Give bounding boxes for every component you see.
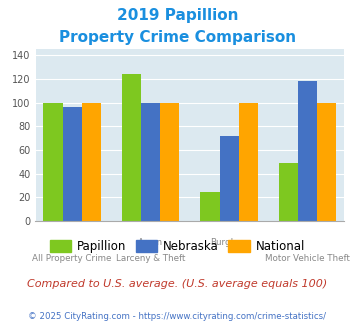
Text: Motor Vehicle Theft: Motor Vehicle Theft [265,254,350,263]
Bar [43,103,62,221]
Bar [141,103,160,221]
Text: All Property Crime: All Property Crime [32,254,112,263]
Bar [279,163,298,221]
Bar [220,136,239,221]
Bar [200,191,220,221]
Text: Larceny & Theft: Larceny & Theft [116,254,185,263]
Text: Burglary: Burglary [211,238,248,247]
Bar [160,103,180,221]
Legend: Papillion, Nebraska, National: Papillion, Nebraska, National [45,235,310,258]
Bar [82,103,101,221]
Text: © 2025 CityRating.com - https://www.cityrating.com/crime-statistics/: © 2025 CityRating.com - https://www.city… [28,312,327,321]
Text: Arson: Arson [138,238,163,247]
Bar [298,82,317,221]
Text: Property Crime Comparison: Property Crime Comparison [59,30,296,45]
Bar [317,103,337,221]
Bar [122,74,141,221]
Bar [239,103,258,221]
Text: 2019 Papillion: 2019 Papillion [117,8,238,23]
Bar [62,108,82,221]
Text: Compared to U.S. average. (U.S. average equals 100): Compared to U.S. average. (U.S. average … [27,279,328,289]
